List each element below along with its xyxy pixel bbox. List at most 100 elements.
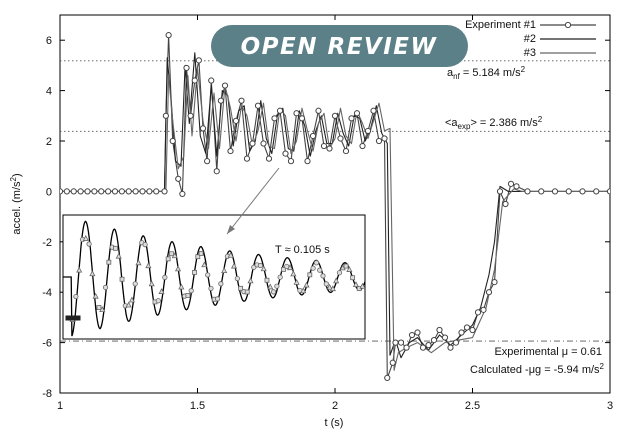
data-point: [276, 107, 284, 114]
data-point: [315, 107, 322, 114]
x-tick-label: 1: [57, 400, 63, 412]
data-point: [208, 77, 215, 84]
legend-marker-series1: [564, 21, 572, 29]
inset-data-point: [135, 259, 142, 266]
data-point: [496, 188, 504, 195]
inset-data-point: [70, 315, 76, 321]
inset-data-point: [277, 274, 283, 280]
inset-data-point: [132, 281, 138, 287]
data-point: [507, 180, 515, 187]
data-point: [243, 155, 251, 162]
inset-panel: T ≈ 0.105 s: [62, 214, 366, 340]
data-point: [342, 147, 350, 155]
data-point: [217, 97, 224, 104]
inset-data-point: [336, 270, 343, 276]
inset-data-point: [201, 261, 208, 268]
inset-data-point: [106, 259, 112, 265]
inset-data-point: [286, 264, 294, 271]
data-point: [384, 374, 391, 381]
legend-label-series2: #2: [524, 33, 536, 45]
data-point: [447, 344, 454, 351]
data-point: [502, 200, 509, 208]
data-point: [254, 102, 262, 109]
data-point: [309, 132, 317, 140]
axis-tick-labels: 1 1.5 2 2.5 3 -8 -6 -4 -2 0 2 4 6: [42, 35, 613, 412]
inset-data-point: [178, 283, 185, 290]
y-tick-label: -4: [42, 287, 52, 299]
inset-data-point: [264, 277, 270, 283]
data-point: [337, 135, 344, 142]
inset-data-point: [158, 288, 165, 294]
data-point: [63, 188, 70, 195]
inset-data-point: [260, 265, 267, 272]
data-point: [485, 289, 493, 296]
data-point: [353, 110, 361, 117]
data-point: [77, 188, 84, 195]
inset-data-point: [290, 270, 297, 277]
data-point: [480, 306, 487, 313]
inset-frame: [62, 214, 366, 340]
inset-data-point: [320, 273, 326, 279]
inset-data-point: [165, 256, 171, 262]
inset-data-point: [169, 251, 174, 257]
inset-data-point: [310, 265, 316, 271]
marker-layer: [60, 32, 610, 381]
data-point: [593, 188, 600, 195]
inset-data-point: [92, 292, 99, 299]
data-point: [430, 336, 438, 344]
inset-data-point: [113, 245, 118, 251]
inset-arrow: [226, 167, 280, 235]
data-point: [606, 188, 610, 195]
data-point: [179, 190, 186, 198]
y-tick-label: -8: [42, 388, 52, 400]
data-point: [175, 175, 182, 182]
inset-data-point: [86, 241, 92, 247]
data-point: [375, 137, 383, 145]
data-point: [204, 158, 211, 165]
inset-data-point: [350, 275, 356, 281]
inset-data-point: [218, 281, 224, 287]
reference-lines: [60, 60, 610, 342]
inset-data-point: [267, 283, 274, 290]
inset-data-point: [307, 272, 313, 278]
data-point: [282, 150, 289, 157]
data-point: [425, 342, 432, 349]
inset-data-point: [346, 266, 353, 272]
data-point: [551, 188, 559, 195]
inset-data-point: [230, 262, 238, 269]
data-point: [364, 127, 372, 135]
data-point: [370, 107, 377, 114]
data-point: [183, 64, 190, 72]
inset-data-point: [115, 252, 122, 259]
data-point: [397, 339, 405, 346]
data-point: [111, 188, 119, 195]
data-point: [139, 188, 146, 195]
data-point: [359, 142, 366, 150]
data-point: [403, 344, 410, 351]
data-point: [60, 188, 64, 195]
x-tick-label: 1.5: [190, 400, 205, 412]
inset-data-point: [293, 278, 300, 285]
inset-data-point: [326, 283, 333, 290]
data-point: [389, 359, 396, 366]
data-point: [161, 188, 168, 195]
data-point: [469, 326, 476, 334]
inset-data-point: [247, 277, 254, 284]
inset-data-point: [205, 272, 211, 278]
inset-data-point: [119, 276, 125, 282]
inset-data-point: [227, 251, 234, 258]
inset-data-point: [303, 281, 310, 288]
inset-data-point: [73, 293, 79, 300]
data-point: [118, 188, 125, 195]
data-point: [348, 115, 355, 122]
data-point: [84, 188, 91, 195]
data-point: [146, 188, 153, 195]
data-point: [191, 77, 198, 84]
inset-data-point: [343, 263, 349, 269]
inset-data-point: [145, 262, 152, 269]
inset-data-point: [192, 270, 197, 275]
data-point: [125, 188, 132, 195]
inset-period-label: T ≈ 0.105 s: [275, 244, 330, 256]
data-point: [298, 115, 306, 122]
